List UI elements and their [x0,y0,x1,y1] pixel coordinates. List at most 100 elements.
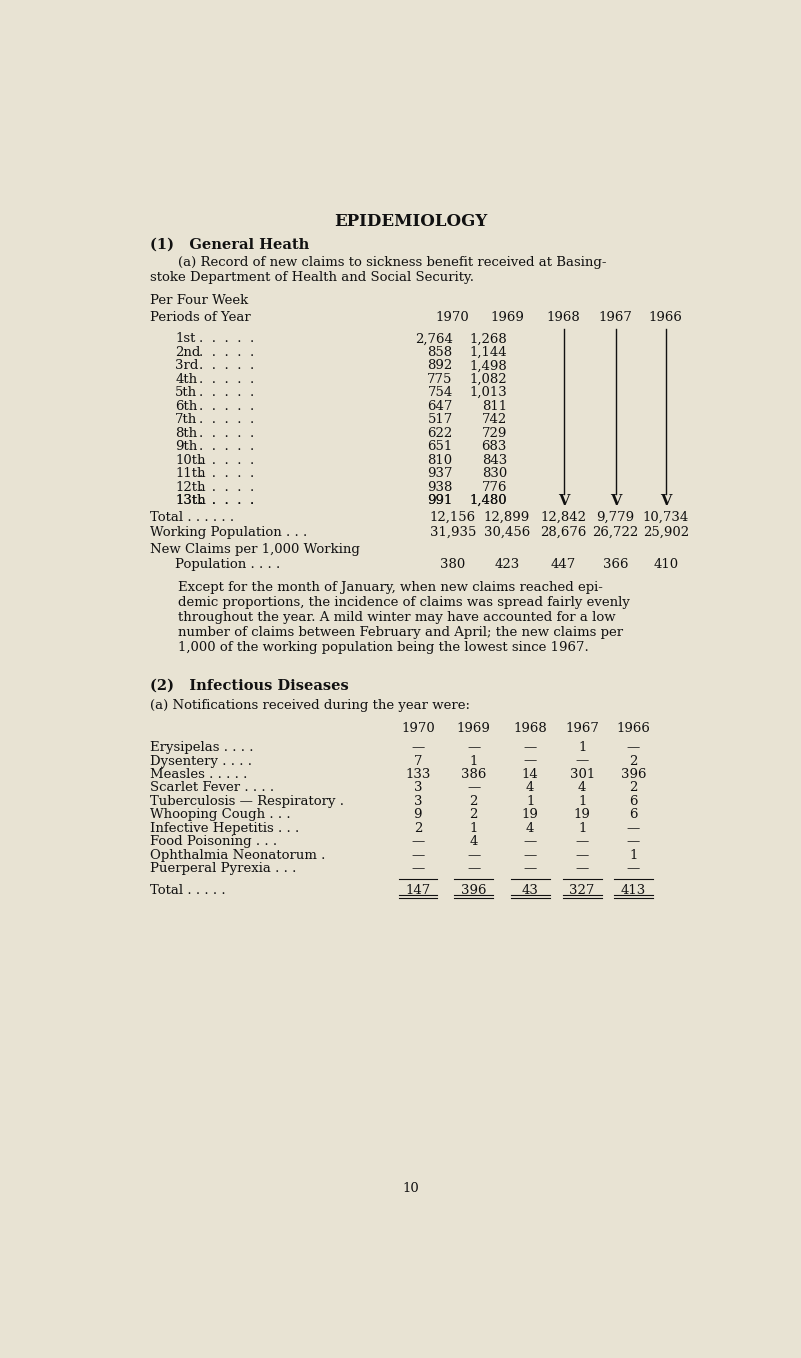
Text: 1,000 of the working population being the lowest since 1967.: 1,000 of the working population being th… [178,641,589,653]
Text: 447: 447 [551,558,576,570]
Text: 1969: 1969 [490,311,524,325]
Text: Scarlet Fever . . . .: Scarlet Fever . . . . [151,781,275,794]
Text: 10: 10 [402,1181,419,1195]
Text: .  .  .  .  .: . . . . . [199,386,254,399]
Text: —: — [524,741,537,754]
Text: 2,764: 2,764 [415,333,453,345]
Text: 742: 742 [481,413,507,426]
Text: 413: 413 [621,884,646,898]
Text: 28,676: 28,676 [541,526,587,539]
Text: V: V [660,494,671,508]
Text: 1968: 1968 [513,722,547,735]
Text: 5th: 5th [175,386,197,399]
Text: .  .  .  .  .: . . . . . [199,333,254,345]
Text: Ophthalmia Neonatorum .: Ophthalmia Neonatorum . [151,849,326,862]
Text: 386: 386 [461,769,486,781]
Text: 327: 327 [570,884,595,898]
Text: 776: 776 [481,481,507,493]
Text: 1: 1 [469,822,478,835]
Text: V: V [557,494,570,508]
Text: 147: 147 [405,884,430,898]
Text: 775: 775 [428,373,453,386]
Text: 647: 647 [428,399,453,413]
Text: 30,456: 30,456 [484,526,530,539]
Text: 12,156: 12,156 [429,511,476,524]
Text: —: — [626,741,640,754]
Text: 4: 4 [526,822,534,835]
Text: —: — [626,822,640,835]
Text: 12,899: 12,899 [484,511,530,524]
Text: Tuberculosis — Respiratory .: Tuberculosis — Respiratory . [151,794,344,808]
Text: —: — [524,755,537,767]
Text: 19: 19 [521,808,539,822]
Text: 830: 830 [481,467,507,481]
Text: Population . . . .: Population . . . . [175,558,280,570]
Text: 301: 301 [570,769,595,781]
Text: 843: 843 [481,454,507,467]
Text: .  .  .  .  .: . . . . . [199,481,254,493]
Text: 1: 1 [629,849,638,862]
Text: Dysentery . . . .: Dysentery . . . . [151,755,252,767]
Text: 13th: 13th [175,494,206,507]
Text: —: — [467,862,481,876]
Text: .  .  .  .  .: . . . . . [199,399,254,413]
Text: 1967: 1967 [566,722,599,735]
Text: .  .  .  .  .: . . . . . [199,494,254,507]
Text: —: — [467,741,481,754]
Text: 1970: 1970 [401,722,435,735]
Text: Erysipelas . . . .: Erysipelas . . . . [151,741,254,754]
Text: 3rd: 3rd [175,360,199,372]
Text: 622: 622 [428,426,453,440]
Text: 1968: 1968 [547,311,581,325]
Text: 4: 4 [578,781,586,794]
Text: 892: 892 [428,360,453,372]
Text: 2: 2 [413,822,422,835]
Text: stoke Department of Health and Social Security.: stoke Department of Health and Social Se… [151,272,474,284]
Text: 1: 1 [469,755,478,767]
Text: 1970: 1970 [436,311,469,325]
Text: 9: 9 [413,808,422,822]
Text: —: — [576,835,589,849]
Text: .  .  .  .  .: . . . . . [199,413,254,426]
Text: 380: 380 [440,558,465,570]
Text: 12th: 12th [175,481,206,493]
Text: (1)   General Heath: (1) General Heath [151,238,310,251]
Text: 1966: 1966 [617,722,650,735]
Text: 1: 1 [526,794,534,808]
Text: 14: 14 [522,769,538,781]
Text: 811: 811 [482,399,507,413]
Text: 396: 396 [621,769,646,781]
Text: .  .  .  .  .: . . . . . [199,454,254,467]
Text: 1969: 1969 [457,722,490,735]
Text: 1,013: 1,013 [469,386,507,399]
Text: 2: 2 [469,808,478,822]
Text: 4: 4 [526,781,534,794]
Text: 133: 133 [405,769,431,781]
Text: 1,144: 1,144 [469,346,507,359]
Text: 937: 937 [427,467,453,481]
Text: —: — [576,849,589,862]
Text: —: — [411,862,425,876]
Text: .  .  .  .  .: . . . . . [199,467,254,481]
Text: 1,498: 1,498 [469,360,507,372]
Text: V: V [610,494,622,508]
Text: —: — [576,755,589,767]
Text: —: — [524,862,537,876]
Text: 26,722: 26,722 [593,526,638,539]
Text: 1: 1 [578,822,586,835]
Text: 7: 7 [413,755,422,767]
Text: 31,935: 31,935 [429,526,476,539]
Text: 2: 2 [469,794,478,808]
Text: 1,268: 1,268 [469,333,507,345]
Text: (a) Notifications received during the year were:: (a) Notifications received during the ye… [151,699,470,713]
Text: 2: 2 [629,755,638,767]
Text: 991: 991 [428,494,453,507]
Text: 754: 754 [428,386,453,399]
Text: 1: 1 [578,741,586,754]
Text: 10,734: 10,734 [642,511,689,524]
Text: 9th: 9th [175,440,198,454]
Text: demic proportions, the incidence of claims was spread fairly evenly: demic proportions, the incidence of clai… [178,596,630,608]
Text: 1966: 1966 [649,311,682,325]
Text: Total . . . . . .: Total . . . . . . [151,511,235,524]
Text: —: — [524,835,537,849]
